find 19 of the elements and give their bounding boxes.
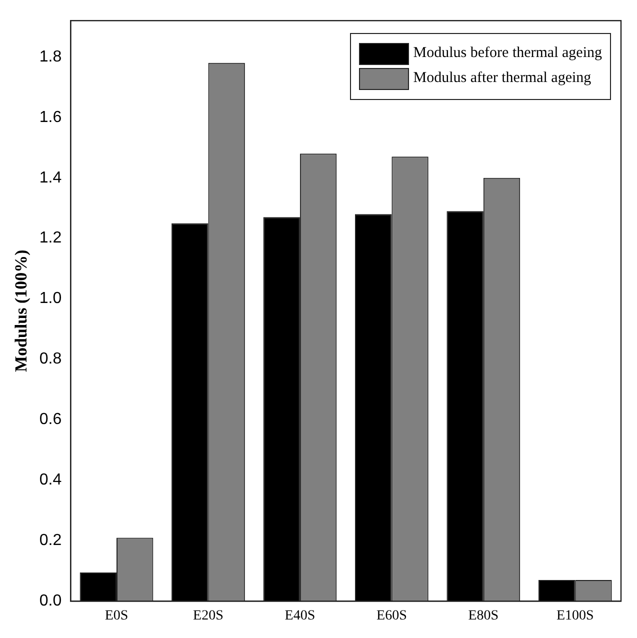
y-tick-label: 1.6	[39, 108, 62, 126]
y-tick-label: 1.8	[39, 48, 62, 66]
y-tick-label: 0.0	[39, 592, 62, 610]
x-tick-label: E60S	[376, 608, 407, 624]
x-tick-label: E100S	[556, 608, 594, 624]
y-tick-label: 0.2	[39, 532, 62, 550]
x-tick-label: E20S	[193, 608, 224, 624]
y-tick-label: 1.0	[39, 290, 62, 308]
y-tick-label: 0.4	[39, 472, 62, 489]
legend-label: Modulus before thermal ageing	[413, 45, 602, 62]
y-axis-title: Modulus (100%)	[12, 250, 31, 372]
y-tick-label: 1.4	[39, 169, 62, 186]
y-tick-label: 1.2	[39, 230, 62, 247]
x-tick-label: E40S	[284, 608, 316, 624]
legend-label: Modulus after thermal ageing	[413, 70, 592, 88]
y-tick-label: 0.8	[39, 350, 62, 368]
x-tick-label: E0S	[104, 608, 128, 624]
x-tick-label: E80S	[468, 608, 499, 624]
y-tick-label: 0.6	[39, 411, 62, 428]
